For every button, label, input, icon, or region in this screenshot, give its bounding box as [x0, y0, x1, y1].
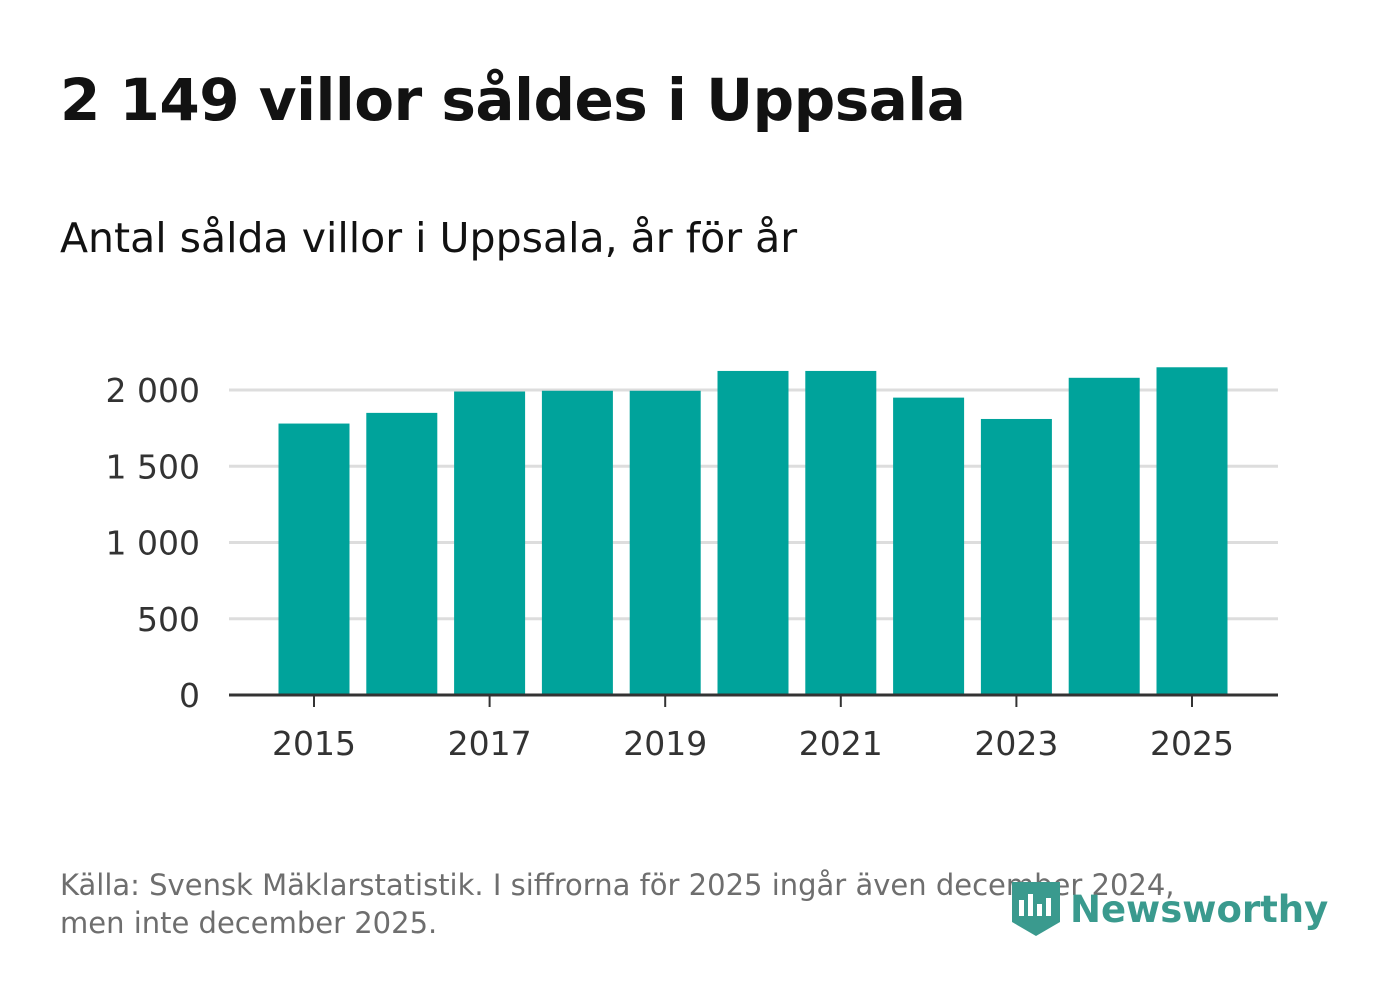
bar-2019: [629, 390, 701, 695]
bar-2023: [980, 418, 1052, 695]
bar-2024: [1068, 377, 1140, 695]
x-tick-label: 2021: [799, 724, 883, 763]
source-line-2: men inte december 2025.: [60, 906, 438, 940]
x-tick-label: 2015: [272, 724, 356, 763]
x-tick-label: 2019: [623, 724, 707, 763]
bars: [278, 367, 1228, 695]
source-note: Källa: Svensk Mäklarstatistik. I siffror…: [60, 866, 1310, 942]
bar-2015: [278, 423, 350, 695]
x-tick-label: 2025: [1150, 724, 1234, 763]
x-tick-label: 2017: [448, 724, 532, 763]
chart-subtitle: Antal sålda villor i Uppsala, år för år: [60, 214, 798, 262]
axes: 0 500 1 000 1 500 2 000 2015 2017 2019 2021 2023 2…: [106, 371, 1278, 763]
chart-title: 2 149 villor såldes i Uppsala: [60, 66, 966, 134]
bar-2021: [805, 370, 877, 695]
bar-2018: [541, 390, 613, 695]
y-tick-label: 1 500: [106, 447, 200, 486]
bar-2022: [893, 397, 965, 695]
bar-2020: [717, 370, 789, 695]
x-tick-label: 2023: [974, 724, 1058, 763]
y-tick-label: 500: [137, 600, 200, 639]
brand-name: Newsworthy: [1070, 887, 1329, 931]
newsworthy-logo: Newsworthy: [1010, 880, 1328, 938]
bar-2017: [454, 391, 526, 695]
source-line-1: Källa: Svensk Mäklarstatistik. I siffror…: [60, 868, 1175, 902]
y-tick-label: 2 000: [106, 371, 200, 410]
bar-2025: [1156, 367, 1228, 695]
y-tick-label: 0: [179, 676, 200, 715]
bar-2016: [366, 412, 438, 695]
y-tick-label: 1 000: [106, 524, 200, 563]
newsworthy-logo-icon: [1012, 882, 1060, 936]
